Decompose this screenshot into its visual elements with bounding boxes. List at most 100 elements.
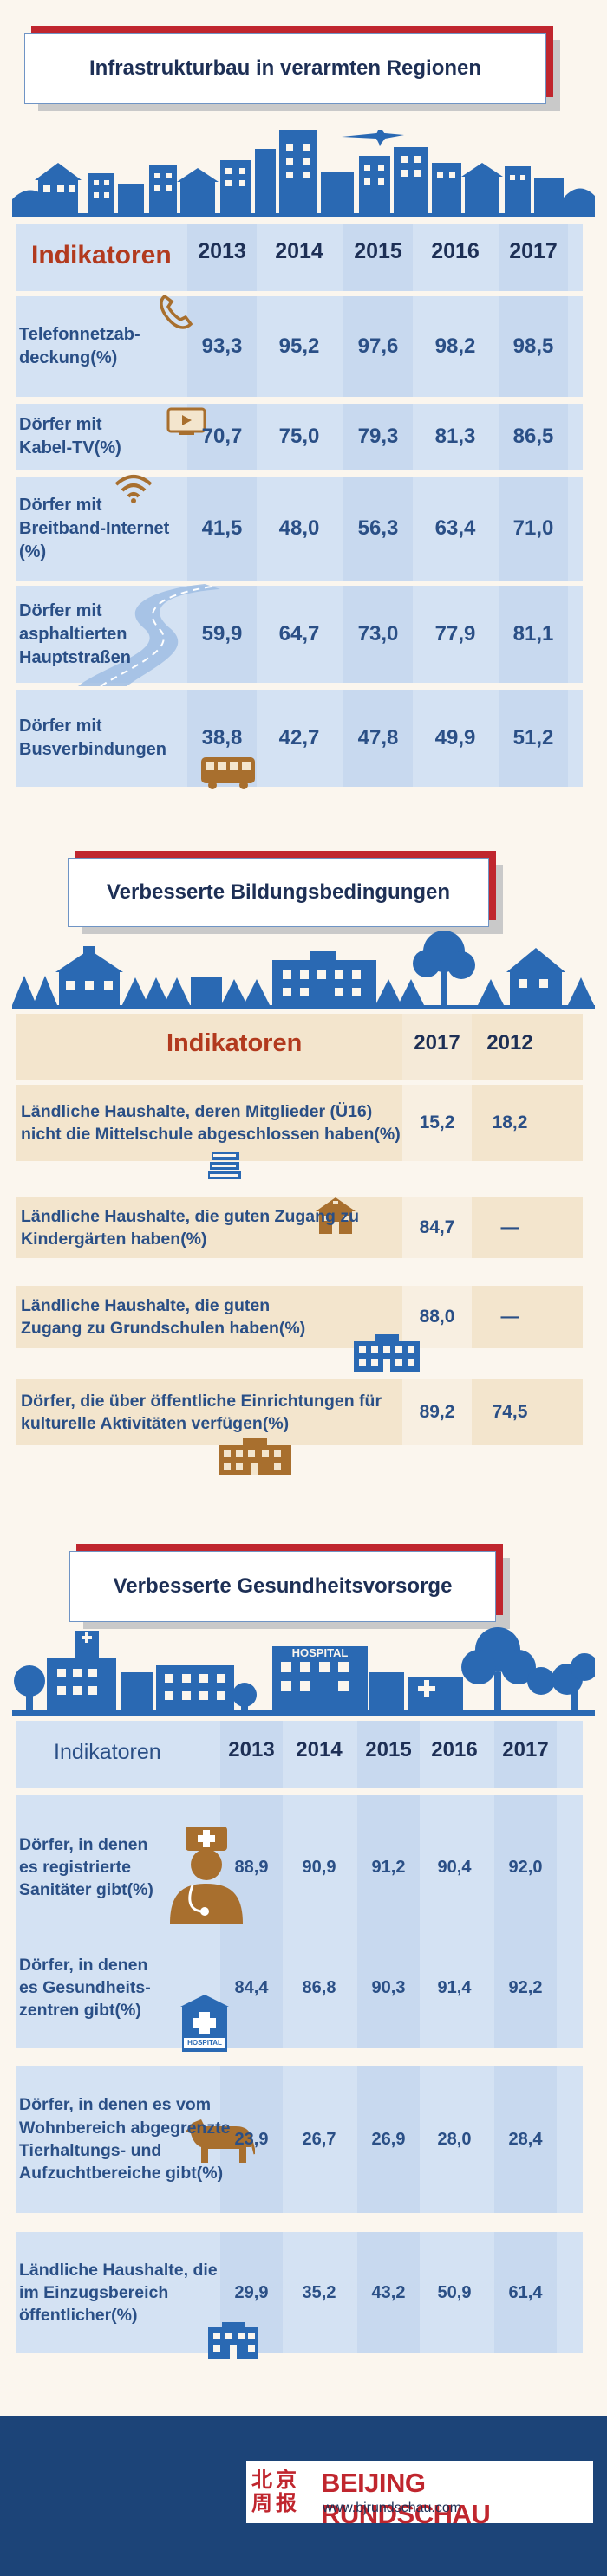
table-cell-bg bbox=[264, 404, 334, 470]
table-cell-bg bbox=[499, 404, 568, 470]
year-column-bg bbox=[402, 1014, 472, 1080]
table-cell-bg bbox=[402, 1197, 472, 1258]
data-value: 75,0 bbox=[278, 425, 320, 448]
data-value: 47,8 bbox=[357, 726, 399, 749]
table-cell-bg bbox=[187, 296, 257, 397]
table-cell-bg bbox=[288, 1927, 350, 2048]
table-cell-bg bbox=[475, 1286, 545, 1348]
data-value: 88,9 bbox=[234, 1857, 269, 1877]
year-column-bg bbox=[475, 1014, 545, 1080]
section-title-education: Verbesserte Bildungsbedingungen bbox=[68, 858, 489, 927]
table-cell-bg bbox=[423, 1927, 486, 2048]
table-cell-bg bbox=[343, 296, 413, 397]
data-value: 84,4 bbox=[234, 1977, 269, 1997]
data-value: 28,4 bbox=[508, 2129, 543, 2149]
table-cell-bg bbox=[494, 2066, 557, 2213]
year-column-bg bbox=[499, 224, 568, 291]
data-value: 74,5 bbox=[492, 1402, 528, 1422]
table-cell-bg bbox=[423, 1795, 486, 1939]
data-value: 81,1 bbox=[512, 622, 554, 646]
hospital-icon-text: HOSPITAL bbox=[187, 2039, 222, 2047]
table-cell-bg bbox=[494, 2232, 557, 2353]
data-value: 93,3 bbox=[201, 334, 243, 358]
data-value: 71,0 bbox=[512, 516, 554, 540]
year-header-2016: 2016 bbox=[431, 239, 480, 263]
row-label: Dörfer mit asphaltierten Hauptstraßen bbox=[19, 600, 131, 667]
hospital-sign: HOSPITAL bbox=[292, 1646, 349, 1659]
table-cell-bg bbox=[288, 2232, 350, 2353]
data-value: 50,9 bbox=[437, 2282, 472, 2302]
year-column-bg bbox=[494, 1721, 557, 1788]
table-cell-bg bbox=[423, 2066, 486, 2213]
row-label: Ländliche Haushalte, deren Mitglieder (Ü… bbox=[21, 1101, 401, 1144]
table-cell-bg bbox=[499, 690, 568, 787]
table-cell-bg bbox=[264, 690, 334, 787]
row-label: Dörfer, in denen es registrierte Sanität… bbox=[19, 1834, 153, 1900]
year-column-bg bbox=[421, 224, 490, 291]
row-label: Ländliche Haushalte, die im Einzugsberei… bbox=[19, 2260, 218, 2326]
data-value: 35,2 bbox=[302, 2282, 336, 2302]
table-cell-bg bbox=[288, 1795, 350, 1939]
table-cell-bg bbox=[421, 690, 490, 787]
table-cell-bg bbox=[264, 586, 334, 683]
year-column-bg bbox=[423, 1721, 486, 1788]
data-value: — bbox=[500, 1307, 519, 1327]
table-header-label: Indikatoren bbox=[166, 1029, 303, 1057]
table-cell-bg bbox=[423, 2232, 486, 2353]
data-value: 42,7 bbox=[278, 726, 320, 749]
year-column-bg bbox=[264, 224, 334, 291]
city-skyline-icon bbox=[12, 130, 595, 217]
brand-url[interactable]: www.bjrundschau.com bbox=[323, 2501, 462, 2515]
year-column-bg bbox=[343, 224, 413, 291]
row-label: Dörfer, in denen es Gesundheits- zentren… bbox=[19, 1955, 151, 2021]
data-value: 89,2 bbox=[419, 1402, 455, 1422]
table-cell-bg bbox=[288, 2066, 350, 2213]
table-cell-bg bbox=[421, 586, 490, 683]
table-cell-bg bbox=[220, 1927, 283, 2048]
year-header-2017: 2017 bbox=[509, 239, 558, 263]
data-value: 91,4 bbox=[437, 1977, 472, 1997]
table-cell-bg bbox=[499, 296, 568, 397]
data-value: — bbox=[500, 1217, 519, 1237]
data-value: 91,2 bbox=[371, 1857, 406, 1877]
brand-name: BEIJING RUNDSCHAU bbox=[321, 2468, 491, 2529]
data-value: 61,4 bbox=[508, 2282, 543, 2302]
table-cell-bg bbox=[475, 1197, 545, 1258]
year-header-2017: 2017 bbox=[414, 1031, 460, 1054]
data-value: 26,7 bbox=[302, 2129, 336, 2149]
data-value: 59,9 bbox=[201, 622, 243, 646]
year-column-bg bbox=[288, 1721, 350, 1788]
data-value: 92,2 bbox=[508, 1977, 543, 1997]
data-value: 15,2 bbox=[419, 1113, 455, 1132]
table-cell-bg bbox=[187, 477, 257, 581]
data-value: 97,6 bbox=[357, 334, 399, 358]
year-column-bg bbox=[357, 1721, 420, 1788]
data-value: 43,2 bbox=[371, 2282, 406, 2302]
table-cell-bg bbox=[421, 296, 490, 397]
year-header-2015: 2015 bbox=[354, 239, 402, 263]
section-title-text: Verbesserte Gesundheitsvorsorge bbox=[113, 1574, 453, 1598]
table-cell-bg bbox=[475, 1085, 545, 1161]
data-value: 98,5 bbox=[512, 334, 554, 358]
table-cell-bg bbox=[343, 690, 413, 787]
wifi-icon bbox=[113, 472, 154, 508]
data-value: 29,9 bbox=[234, 2282, 269, 2302]
table-header-label: Indikatoren bbox=[54, 1740, 161, 1764]
data-value: 70,7 bbox=[201, 425, 243, 448]
brand-logo[interactable]: 北京周报 BEIJING RUNDSCHAU www.bjrundschau.c… bbox=[246, 2461, 593, 2529]
table-cell-bg bbox=[499, 586, 568, 683]
row-label: Dörfer mit Kabel-TV(%) bbox=[19, 415, 121, 457]
data-value: 23,9 bbox=[234, 2129, 269, 2149]
table-cell-bg bbox=[357, 2066, 420, 2213]
table-cell-bg bbox=[402, 1379, 472, 1445]
row-label: Ländliche Haushalte, die guten Zugang zu… bbox=[21, 1295, 306, 1338]
table-cell-bg bbox=[402, 1286, 472, 1348]
data-value: 86,5 bbox=[512, 425, 554, 448]
table-cell-bg bbox=[357, 2232, 420, 2353]
section-title-text: Infrastrukturbau in verarmten Regionen bbox=[88, 56, 482, 80]
hospital-icon: HOSPITAL bbox=[179, 1993, 231, 2058]
table-cell-bg bbox=[499, 477, 568, 581]
section-title-infrastructure: Infrastrukturbau in verarmten Regionen bbox=[24, 33, 546, 104]
table-cell-bg bbox=[402, 1085, 472, 1161]
